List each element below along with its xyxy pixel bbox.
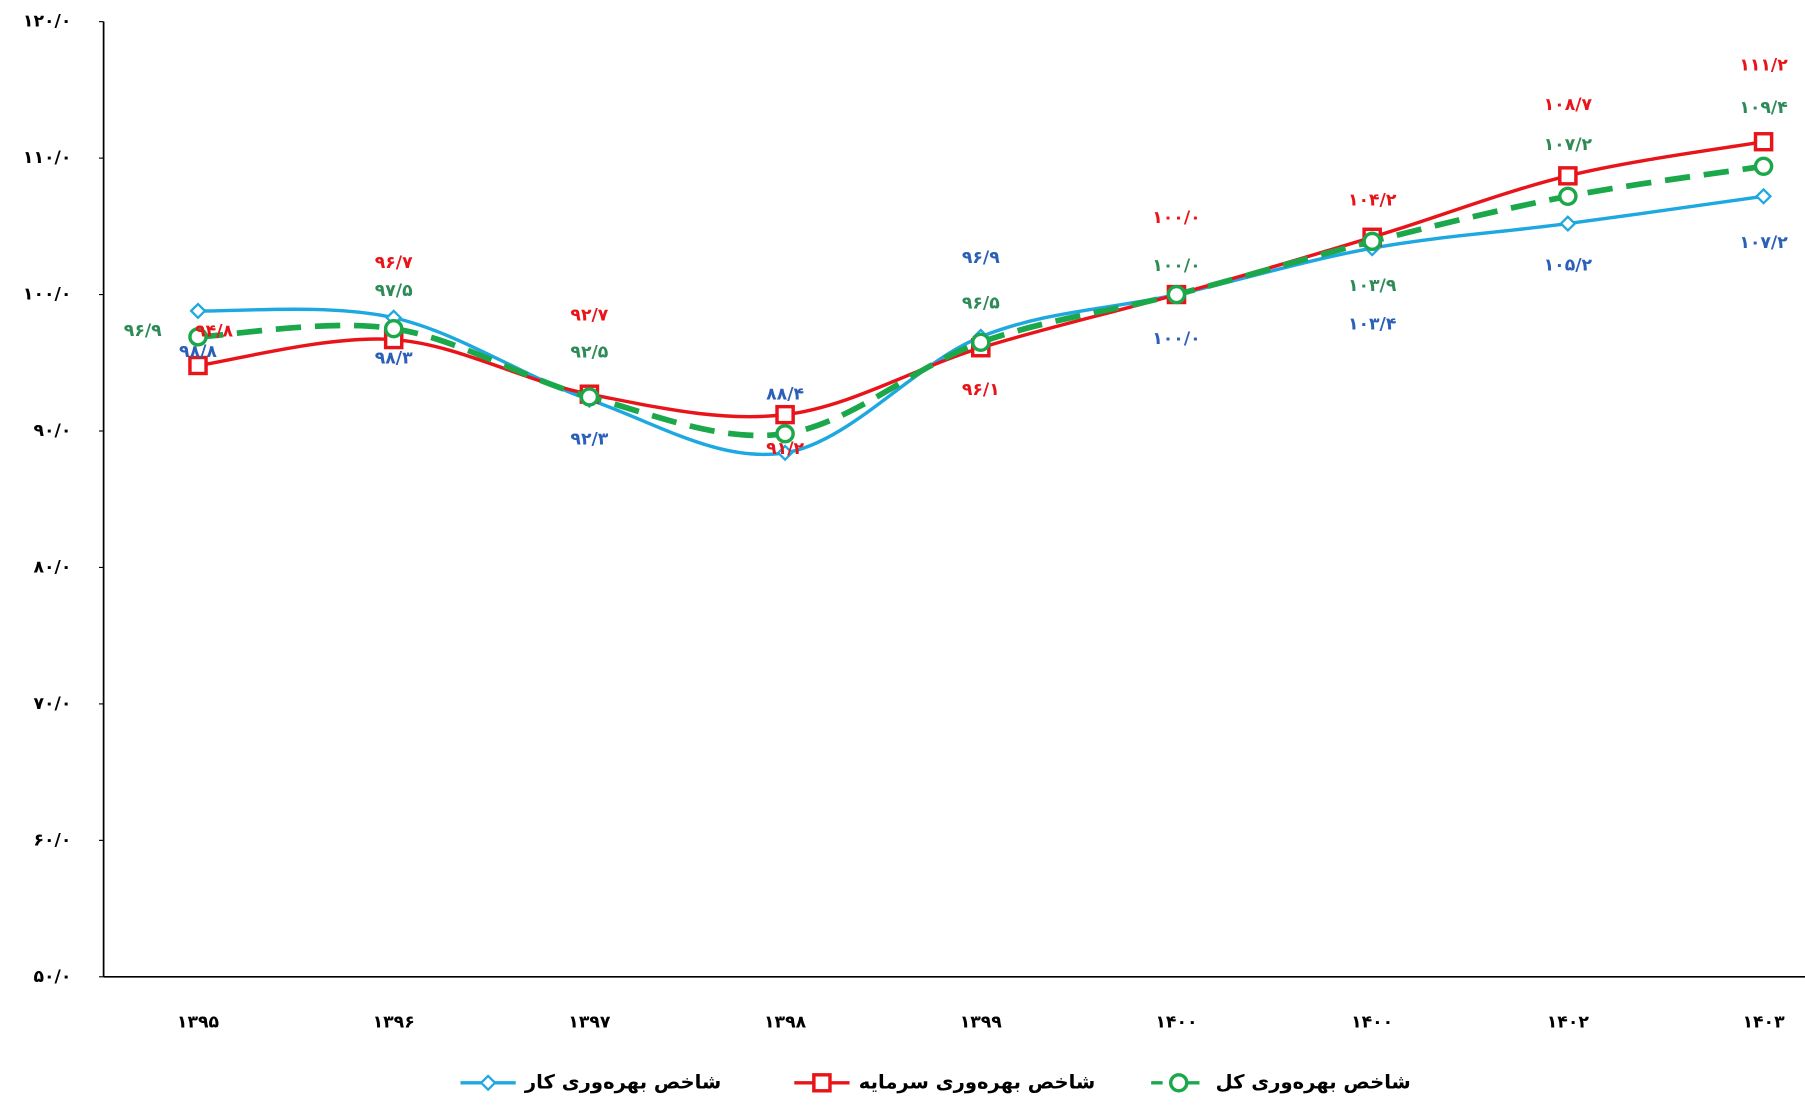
legend-marker xyxy=(479,1074,497,1092)
value-label: ۹۶/۱ xyxy=(962,380,1000,400)
value-label: ۱۰۸/۷ xyxy=(1544,95,1593,115)
y-tick-label: ۸۰/۰ xyxy=(33,558,71,578)
x-tick-label: ۱۳۹۹ xyxy=(960,1012,1003,1032)
value-label: ۹۶/۷ xyxy=(375,253,413,273)
y-tick-label: ۵۰/۰ xyxy=(33,967,71,987)
x-tick-label: ۱۴۰۰ xyxy=(1155,1012,1197,1032)
point xyxy=(776,444,794,462)
value-label: ۹۶/۹ xyxy=(962,248,1000,268)
value-label: ۱۰۰/۰ xyxy=(1152,329,1200,349)
value-label: ۹۶/۵ xyxy=(962,294,1000,314)
point xyxy=(775,404,795,425)
point xyxy=(1559,215,1577,233)
point xyxy=(579,387,600,407)
value-label: ۱۰۰/۰ xyxy=(1152,208,1200,228)
y-tick-label: ۷۰/۰ xyxy=(33,694,71,714)
point xyxy=(1558,186,1578,207)
legend-marker xyxy=(812,1073,832,1093)
value-label: ۹۲/۵ xyxy=(570,342,608,362)
point xyxy=(189,302,207,320)
x-tick-label: ۱۴۰۲ xyxy=(1547,1012,1590,1032)
x-tick-label: ۱۳۹۷ xyxy=(568,1012,611,1032)
point xyxy=(1753,132,1774,152)
point xyxy=(1362,231,1382,252)
x-tick-label: ۱۴۰۰ xyxy=(1351,1012,1393,1032)
value-label: ۱۰۳/۹ xyxy=(1348,276,1397,296)
legend-label: شاخص بهره‌وری سرمایه xyxy=(859,1070,1095,1093)
x-tick-label: ۱۳۹۸ xyxy=(764,1012,807,1032)
value-label: ۱۰۷/۲ xyxy=(1739,233,1788,253)
value-label: ۱۰۹/۴ xyxy=(1739,98,1787,118)
y-tick-label: ۱۲۰/۰ xyxy=(23,12,71,32)
series-line xyxy=(197,194,1764,457)
point xyxy=(383,318,404,339)
y-tick-label: ۹۰/۰ xyxy=(33,421,71,441)
value-label: ۹۱/۲ xyxy=(766,439,804,459)
y-tick-label: ۶۰/۰ xyxy=(33,830,71,850)
point xyxy=(775,424,795,444)
legend-marker xyxy=(1168,1073,1189,1093)
value-label: ۱۰۰/۰ xyxy=(1152,256,1200,276)
point xyxy=(1753,156,1774,176)
legend-label: شاخص بهره‌وری کار xyxy=(524,1070,721,1093)
value-label: ۹۸/۳ xyxy=(375,349,413,369)
point xyxy=(188,327,208,347)
point xyxy=(1558,166,1578,186)
value-label: ۱۱۱/۲ xyxy=(1739,55,1788,75)
value-label: ۹۸/۸ xyxy=(179,342,217,362)
value-label: ۸۸/۴ xyxy=(766,385,804,405)
series-line xyxy=(197,140,1764,419)
value-label: ۹۲/۷ xyxy=(570,306,608,326)
point xyxy=(970,332,991,353)
x-tick-label: ۱۳۹۵ xyxy=(177,1012,219,1032)
x-tick-label: ۱۳۹۶ xyxy=(373,1012,415,1032)
point xyxy=(1755,187,1773,205)
value-label: ۹۲/۳ xyxy=(570,430,608,450)
value-label: ۱۰۵/۲ xyxy=(1544,256,1593,276)
y-tick-label: ۱۰۰/۰ xyxy=(23,285,71,305)
value-label: ۹۴/۸ xyxy=(195,321,233,341)
value-label: ۱۰۴/۲ xyxy=(1348,191,1397,211)
point xyxy=(188,355,208,376)
value-label: ۹۶/۹ xyxy=(124,321,162,341)
legend-label: شاخص بهره‌وری کل xyxy=(1216,1070,1411,1093)
point xyxy=(1166,284,1187,305)
value-label: ۱۰۷/۲ xyxy=(1544,135,1593,155)
x-tick-label: ۱۴۰۳ xyxy=(1742,1012,1785,1032)
value-label: ۹۷/۵ xyxy=(375,281,413,301)
y-tick-label: ۱۱۰/۰ xyxy=(23,148,71,168)
value-label: ۱۰۳/۴ xyxy=(1348,315,1396,335)
